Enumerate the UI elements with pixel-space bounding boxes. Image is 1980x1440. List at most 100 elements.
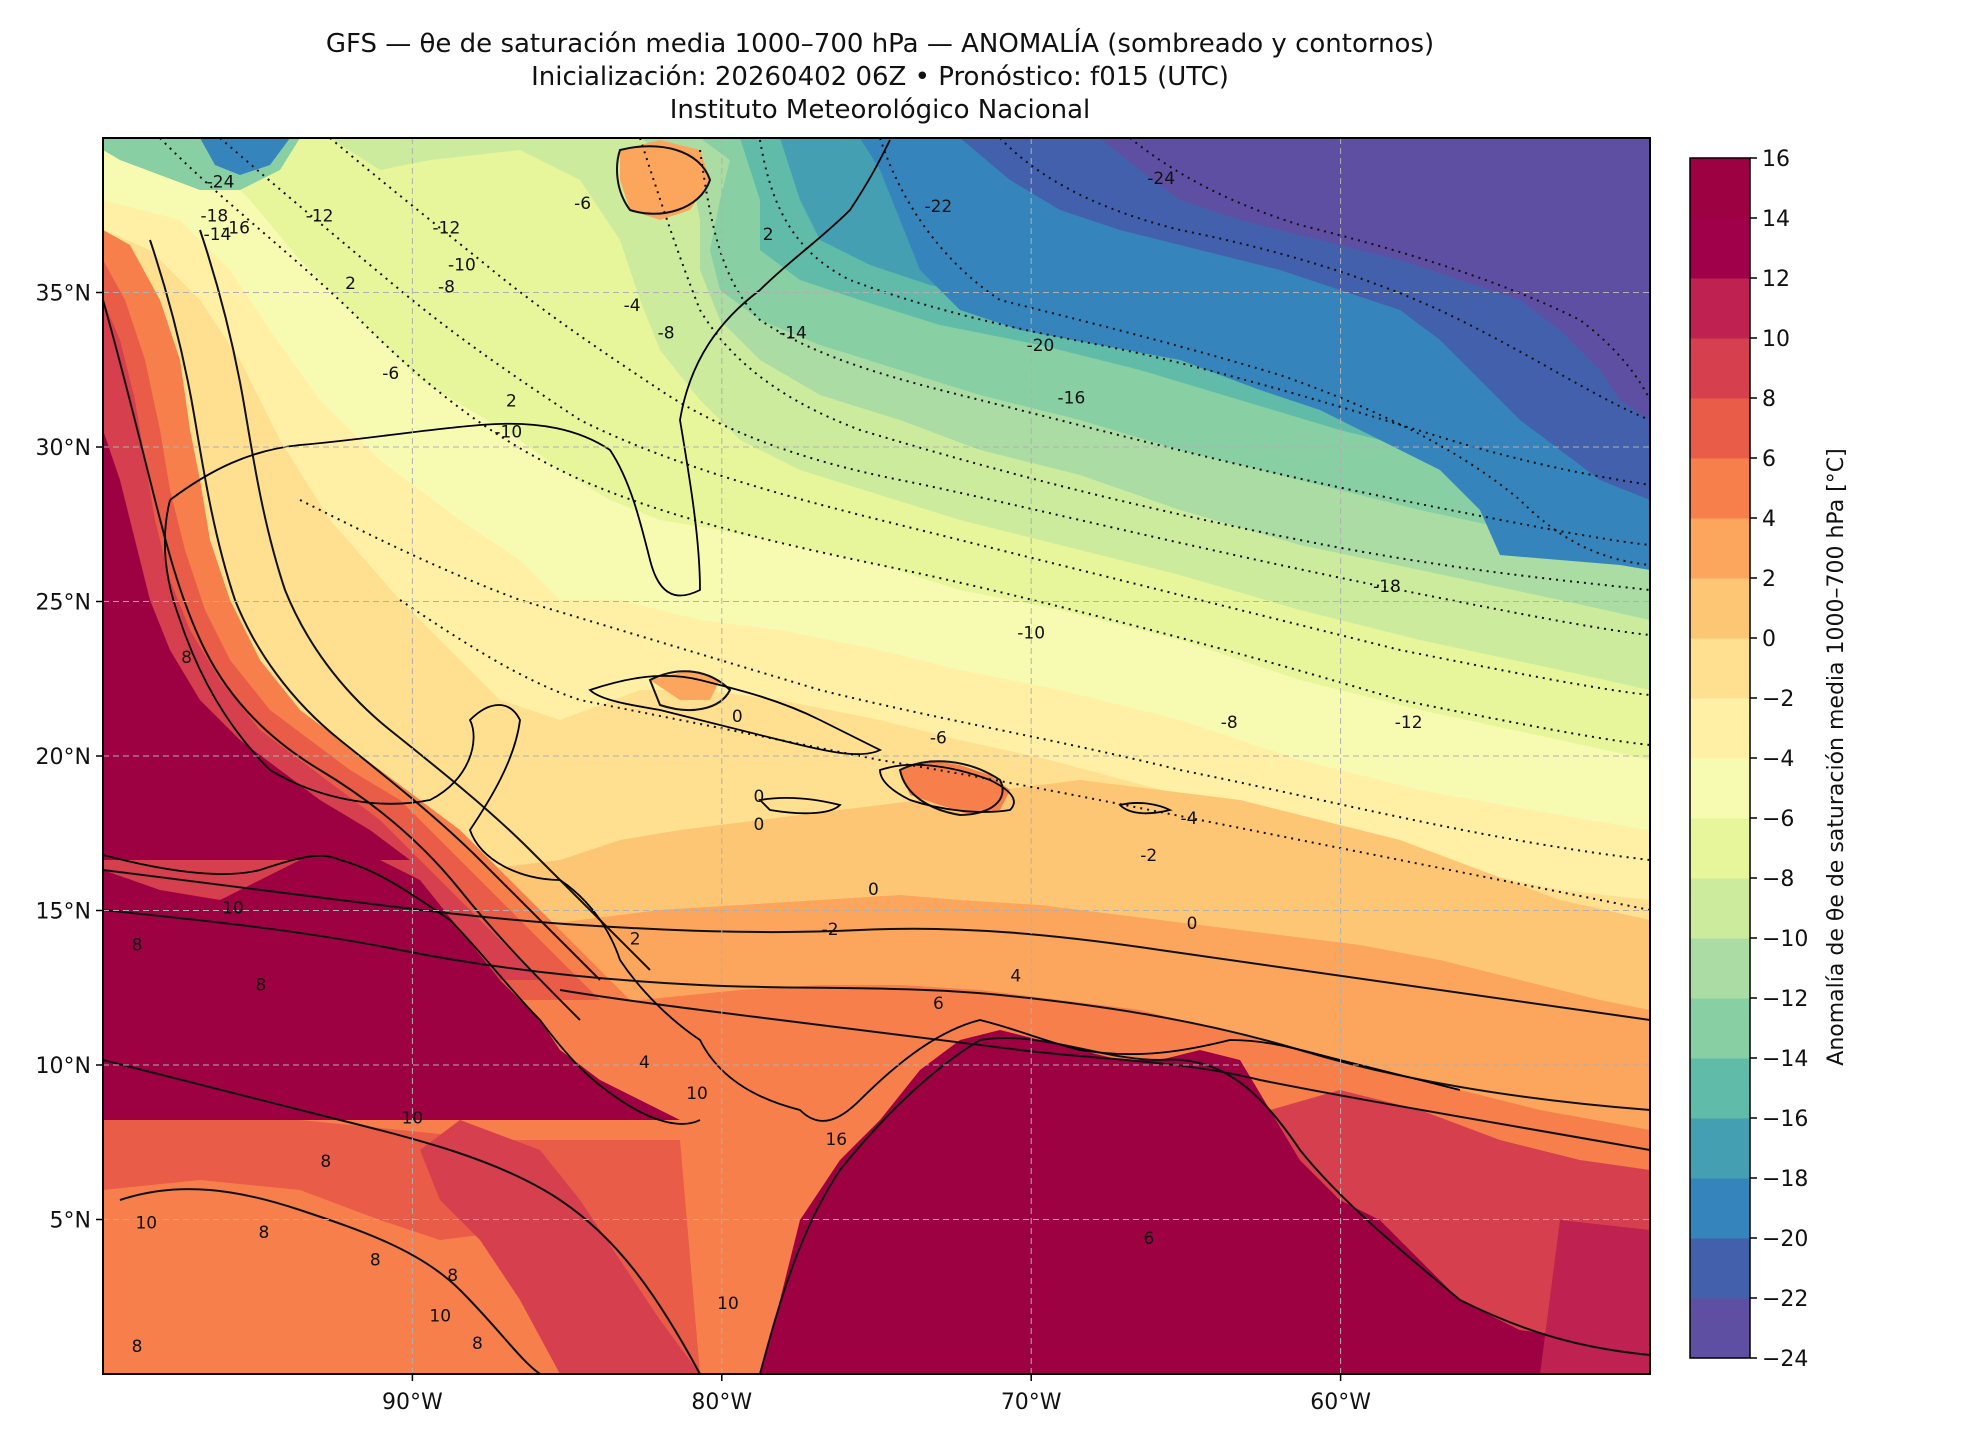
title-line-3: Instituto Meteorológico Nacional bbox=[669, 95, 1091, 125]
contour-labels: -24-18-16-14-12-12-10-8-62-62-10-4-82-14… bbox=[132, 169, 1423, 1357]
contour-label: -16 bbox=[1058, 389, 1086, 409]
gridlines bbox=[103, 138, 1650, 1374]
colorbar-tick-label: 4 bbox=[1762, 507, 1776, 532]
colorbar bbox=[1689, 157, 1751, 1359]
colorbar-tick-label: −24 bbox=[1762, 1347, 1808, 1372]
map-panel: -24-18-16-14-12-12-10-8-62-62-10-4-82-14… bbox=[103, 138, 1650, 1374]
lon-axis: 90°W 80°W 70°W 60°W bbox=[382, 1374, 1371, 1415]
colorbar-tick-label: −8 bbox=[1762, 867, 1794, 892]
colorbar-tick-label: 6 bbox=[1762, 447, 1776, 472]
colorbar-tick-label: 14 bbox=[1762, 207, 1790, 232]
lat-tick-label: 25°N bbox=[36, 591, 91, 616]
contour-label: 8 bbox=[255, 976, 266, 996]
coastlines bbox=[103, 139, 1461, 1125]
contour-label: -10 bbox=[448, 256, 476, 276]
contour-label: 8 bbox=[181, 648, 192, 668]
band-west-16 bbox=[103, 430, 410, 860]
contour-label: -20 bbox=[1027, 336, 1055, 356]
contour-label: 16 bbox=[825, 1130, 847, 1150]
colorbar-segment bbox=[1690, 1058, 1750, 1119]
colorbar-segment bbox=[1690, 458, 1750, 519]
contour-label: 10 bbox=[717, 1294, 739, 1314]
contour-label: -16 bbox=[222, 219, 250, 239]
colorbar-segment bbox=[1690, 338, 1750, 399]
colorbar-tick-label: −4 bbox=[1762, 747, 1794, 772]
contour-label: -4 bbox=[624, 296, 641, 316]
band-amazon-12 bbox=[1540, 1220, 1650, 1374]
contour-label: -2 bbox=[1140, 846, 1157, 866]
contour-label: -6 bbox=[382, 364, 399, 384]
contour-label: 2 bbox=[763, 225, 774, 245]
lat-tick-label: 20°N bbox=[36, 745, 91, 770]
contour-label: -4 bbox=[1181, 809, 1198, 829]
contour-label: -14 bbox=[204, 225, 232, 245]
colorbar-tick-label: −16 bbox=[1762, 1107, 1808, 1132]
negative-contours bbox=[159, 138, 1650, 911]
colorbar-segment bbox=[1690, 878, 1750, 939]
contour-label: 8 bbox=[472, 1334, 483, 1354]
contour-label: 8 bbox=[370, 1251, 381, 1271]
contour-label: -24 bbox=[1147, 169, 1175, 189]
chart-title: GFS — θe de saturación media 1000–700 hP… bbox=[100, 28, 1660, 127]
lat-tick-label: 30°N bbox=[36, 436, 91, 461]
contour-label: -2 bbox=[822, 920, 839, 940]
band-pacific-6 bbox=[103, 1180, 640, 1374]
colorbar-segment bbox=[1690, 938, 1750, 999]
colorbar-tick-label: −18 bbox=[1762, 1167, 1808, 1192]
colorbar-tick-label: 10 bbox=[1762, 327, 1790, 352]
lat-axis: 35°N 30°N 25°N 20°N 15°N 10°N 5°N bbox=[36, 282, 103, 1234]
colorbar-segment bbox=[1690, 758, 1750, 819]
lon-tick-label: 70°W bbox=[1001, 1390, 1062, 1415]
contour-label: 10 bbox=[135, 1214, 157, 1234]
lon-tick-label: 60°W bbox=[1310, 1390, 1371, 1415]
colorbar-tick-label: −6 bbox=[1762, 807, 1794, 832]
title-line-2: Inicialización: 20260402 06Z • Pronóstic… bbox=[531, 62, 1229, 92]
lat-tick-label: 15°N bbox=[36, 900, 91, 925]
colorbar-tick-label: 0 bbox=[1762, 627, 1776, 652]
colorbar-segment bbox=[1690, 278, 1750, 339]
contour-label: 4 bbox=[639, 1053, 650, 1073]
lat-tick-label: 5°N bbox=[50, 1209, 91, 1234]
colorbar-segment bbox=[1690, 1118, 1750, 1179]
contour-label: -6 bbox=[574, 194, 591, 214]
contour-label: 4 bbox=[1010, 966, 1021, 986]
lon-tick-label: 80°W bbox=[691, 1390, 752, 1415]
colorbar-tick-label: −22 bbox=[1762, 1287, 1808, 1312]
colorbar-tick-label: 8 bbox=[1762, 387, 1776, 412]
contour-label: 8 bbox=[320, 1152, 331, 1172]
colorbar-tick-label: −12 bbox=[1762, 987, 1808, 1012]
colorbar-segment bbox=[1690, 698, 1750, 759]
contour-label: 2 bbox=[345, 274, 356, 294]
contour-label: 6 bbox=[1143, 1229, 1154, 1249]
lat-tick-label: 35°N bbox=[36, 282, 91, 307]
colorbar-segment bbox=[1690, 998, 1750, 1059]
contour-label: 8 bbox=[132, 935, 143, 955]
contour-label: 0 bbox=[754, 815, 765, 835]
contour-label: -10 bbox=[1017, 623, 1045, 643]
contour-label: -10 bbox=[494, 423, 522, 443]
contour-label: -18 bbox=[200, 206, 228, 226]
contour-label: -12 bbox=[1395, 713, 1423, 733]
colorbar-segment bbox=[1690, 638, 1750, 699]
colorbar-segment bbox=[1690, 398, 1750, 459]
contour-label: 8 bbox=[258, 1223, 269, 1243]
band-nw-coldest bbox=[200, 138, 290, 175]
colorbar-segment bbox=[1690, 1298, 1750, 1359]
contour-label: 2 bbox=[630, 929, 641, 949]
colorbar-tick-label: 2 bbox=[1762, 567, 1776, 592]
colorbar-segment bbox=[1690, 818, 1750, 879]
colorbar-tick-label: −10 bbox=[1762, 927, 1808, 952]
contour-label: 0 bbox=[868, 880, 879, 900]
contour-label: 2 bbox=[506, 392, 517, 412]
contour-label: -12 bbox=[306, 206, 334, 226]
contour-label: -22 bbox=[924, 197, 952, 217]
band-cuba-2 bbox=[650, 670, 720, 700]
colorbar-tick-label: 12 bbox=[1762, 267, 1790, 292]
colorbar-tick-label: −2 bbox=[1762, 687, 1794, 712]
band-south-america-16 bbox=[760, 1030, 1650, 1374]
band-minus24 bbox=[1100, 138, 1650, 420]
colorbar-segment bbox=[1690, 518, 1750, 579]
colorbar-segment bbox=[1690, 1178, 1750, 1239]
colorbar-segment bbox=[1690, 158, 1750, 219]
contour-label: -24 bbox=[207, 172, 235, 192]
